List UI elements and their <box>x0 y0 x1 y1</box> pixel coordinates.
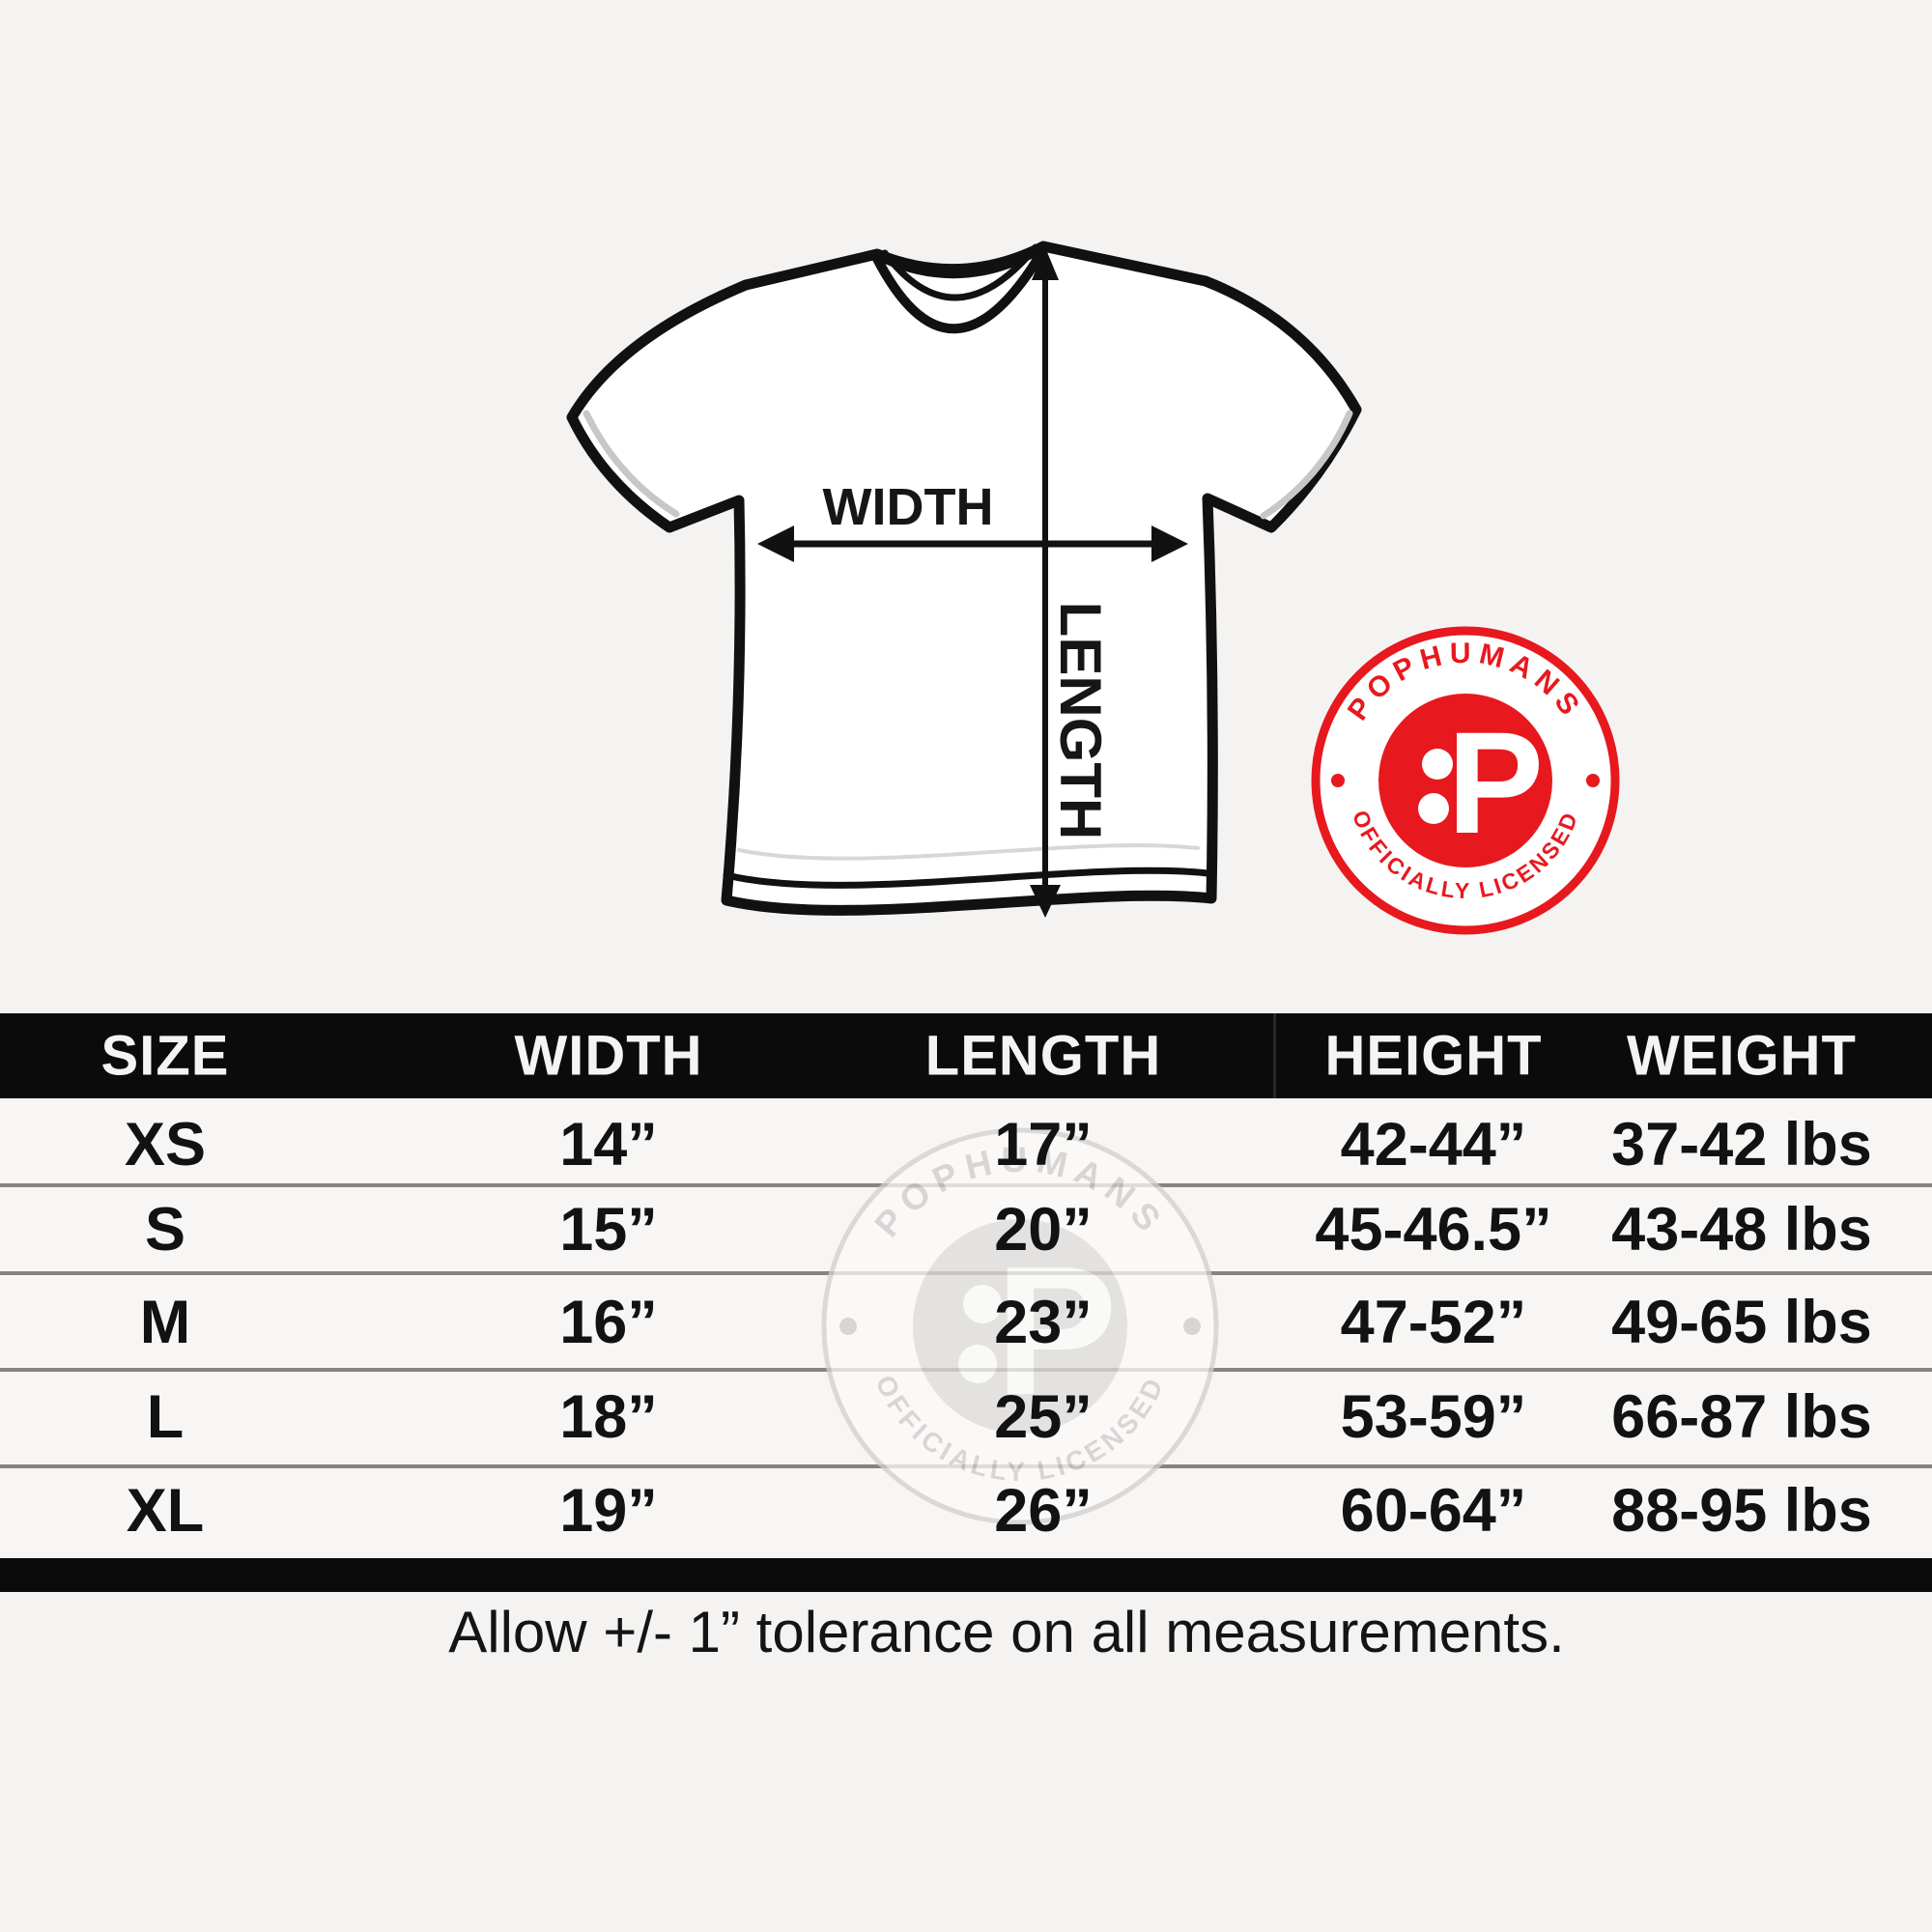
cell-m-size: M <box>139 1289 191 1356</box>
badge-left-dot <box>1331 774 1345 787</box>
cell-l-width: 18” <box>559 1383 658 1451</box>
badge-monogram: P <box>1447 701 1544 864</box>
hem-shading-line <box>737 843 1200 861</box>
tolerance-note: Allow +/- 1” tolerance on all measuremen… <box>448 1600 1565 1664</box>
col-header-height: HEIGHT <box>1324 1024 1543 1088</box>
badge-colon-top-dot <box>1422 749 1453 780</box>
cell-xs-size: XS <box>124 1111 207 1179</box>
collar-inner-arc <box>881 243 1039 301</box>
header-bar-seam <box>1273 1013 1276 1098</box>
cell-m-height: 47-52” <box>1340 1289 1527 1356</box>
left-cuff-line <box>582 410 680 518</box>
cell-s-height: 45-46.5” <box>1315 1196 1552 1264</box>
cell-s-width: 15” <box>559 1196 658 1264</box>
col-header-size: SIZE <box>100 1024 230 1088</box>
cell-m-length: 23” <box>994 1289 1093 1356</box>
cell-xl-length: 26” <box>994 1477 1093 1545</box>
cell-xl-width: 19” <box>559 1477 658 1545</box>
cell-l-weight: 66-87 lbs <box>1611 1383 1872 1451</box>
cell-s-weight: 43-48 lbs <box>1611 1196 1872 1264</box>
cell-s-size: S <box>144 1196 186 1264</box>
col-header-length: LENGTH <box>924 1024 1162 1088</box>
col-header-weight: WEIGHT <box>1627 1024 1857 1088</box>
cell-xl-weight: 88-95 lbs <box>1611 1477 1872 1545</box>
cell-s-length: 20” <box>994 1196 1093 1264</box>
back-neck-line <box>881 250 1040 279</box>
cell-xs-width: 14” <box>559 1111 658 1179</box>
watermark-colon-bottom-dot <box>958 1345 997 1383</box>
watermark-right-dot <box>1183 1318 1201 1335</box>
table-body: POPHUMANS OFFICIALLY LICENSED P XS 14” 1… <box>0 1098 1932 1558</box>
length-dimension-label: LENGTH <box>1048 602 1113 840</box>
tshirt-diagram: WIDTH LENGTH <box>566 241 1362 918</box>
cell-l-size: L <box>146 1383 185 1451</box>
cell-l-length: 25” <box>994 1383 1093 1451</box>
hem-inner-line <box>723 867 1211 889</box>
badge-right-dot <box>1586 774 1600 787</box>
badge-inner-disc <box>1378 694 1552 867</box>
table-header-bar: SIZE WIDTH LENGTH HEIGHT WEIGHT <box>0 1013 1932 1098</box>
col-header-width: WIDTH <box>514 1024 703 1088</box>
cell-l-height: 53-59” <box>1340 1383 1527 1451</box>
cell-xs-weight: 37-42 lbs <box>1611 1111 1872 1179</box>
watermark-monogram: P <box>995 1229 1118 1434</box>
right-cuff-line <box>1260 410 1353 520</box>
cell-m-weight: 49-65 lbs <box>1611 1289 1872 1356</box>
length-arrow <box>1030 247 1061 918</box>
cell-xl-height: 60-64” <box>1340 1477 1527 1545</box>
pophumans-licensed-badge: POPHUMANS OFFICIALLY LICENSED P <box>1311 626 1620 935</box>
table-footer-bar <box>0 1558 1932 1592</box>
watermark-colon-top-dot <box>963 1285 1002 1323</box>
cell-xl-size: XL <box>126 1477 205 1545</box>
cell-xs-height: 42-44” <box>1340 1111 1527 1179</box>
badge-colon-bottom-dot <box>1418 793 1449 824</box>
brand-watermark: POPHUMANS OFFICIALLY LICENSED P <box>821 1127 1219 1525</box>
width-arrow <box>757 526 1188 562</box>
cell-xs-length: 17” <box>994 1111 1093 1179</box>
cell-m-width: 16” <box>559 1289 658 1356</box>
watermark-left-dot <box>839 1318 857 1335</box>
width-dimension-label: WIDTH <box>823 478 994 536</box>
collar-outer-arc <box>870 243 1049 334</box>
tshirt-outline <box>566 241 1362 916</box>
